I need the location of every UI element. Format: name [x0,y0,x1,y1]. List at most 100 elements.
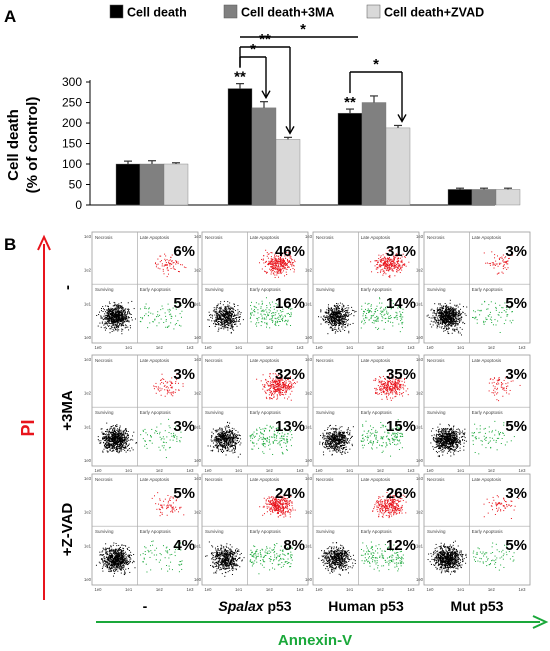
event-dot [168,311,170,313]
event-dot [221,313,223,315]
event-dot [175,260,177,262]
event-dot [171,254,173,256]
event-dot [439,312,441,314]
event-dot [291,259,293,261]
event-dot [451,315,453,317]
event-dot [264,265,266,267]
event-dot [328,318,330,320]
event-dot [219,317,221,319]
event-dot [108,446,110,448]
event-dot [112,328,114,330]
event-dot [332,324,334,326]
event-dot [339,311,341,313]
event-dot [276,260,278,262]
event-dot [124,439,126,441]
event-dot [111,435,113,437]
event-dot [155,266,157,268]
event-dot [387,317,389,319]
event-dot [127,317,129,319]
event-dot [165,315,167,317]
event-dot [330,319,332,321]
event-dot [280,273,282,275]
event-dot [235,435,237,437]
event-dot [232,315,234,317]
event-dot [328,322,330,324]
event-dot [488,304,490,306]
event-dot [108,317,110,319]
event-dot [443,322,445,324]
event-dot [127,438,129,440]
event-dot [108,439,110,441]
event-dot [256,317,258,319]
event-dot [231,313,233,315]
event-dot [231,431,233,433]
event-dot [453,318,455,320]
event-dot [450,324,452,326]
event-dot [284,267,286,269]
event-dot [279,267,281,269]
event-dot [447,318,449,320]
event-dot [282,320,284,322]
bar [385,127,411,206]
event-dot [118,437,120,439]
event-dot [282,311,284,313]
event-dot [168,325,170,327]
event-dot [269,327,271,329]
event-dot [281,263,283,265]
event-dot [327,333,329,335]
event-dot [219,318,221,320]
axis-tick-label: 1e1 [235,345,243,350]
event-dot [388,276,390,278]
event-dot [121,314,123,316]
event-dot [444,326,446,328]
event-dot [439,308,441,310]
event-dot [496,273,498,275]
event-dot [112,323,114,325]
event-dot [215,311,217,313]
event-dot [381,311,383,313]
event-dot [220,308,222,310]
event-dot [173,434,175,436]
event-dot [390,260,392,262]
event-dot [113,430,115,432]
event-dot [452,321,454,323]
event-dot [115,312,117,314]
event-dot [333,308,335,310]
event-dot [99,442,101,444]
event-dot [337,322,339,324]
event-dot [117,316,119,318]
event-dot [228,305,230,307]
event-dot [454,325,456,327]
event-dot [370,305,372,307]
event-dot [179,313,181,315]
event-dot [228,316,230,318]
event-dot [277,261,279,263]
event-dot [492,264,494,266]
event-dot [232,320,234,322]
event-dot [118,432,120,434]
event-dot [341,315,343,317]
event-dot [442,320,444,322]
event-dot [457,323,459,325]
event-dot [115,449,117,451]
event-dot [277,269,279,271]
event-dot [335,322,337,324]
event-dot [492,262,494,264]
event-dot [270,271,272,273]
event-dot [219,431,221,433]
event-dot [336,308,338,310]
event-dot [271,318,273,320]
event-dot [442,306,444,308]
event-dot [170,315,172,317]
event-dot [452,329,454,331]
event-dot [332,310,334,312]
bar [227,88,253,206]
event-dot [281,319,283,321]
event-dot [224,426,226,428]
event-dot [455,314,457,316]
event-dot [461,328,463,330]
event-dot [454,304,456,306]
event-dot [233,324,235,326]
event-dot [444,319,446,321]
